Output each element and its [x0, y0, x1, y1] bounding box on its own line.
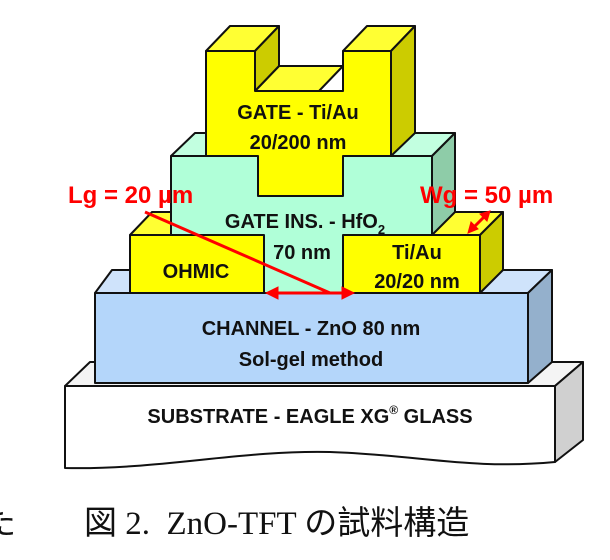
lg-label: Lg = 20 µm [68, 182, 193, 209]
gate-electrode [205, 25, 416, 197]
gate-label: GATE - Ti/Au [237, 102, 358, 124]
cut-off-text: た [0, 496, 16, 544]
figure-number: 図 2. [84, 506, 150, 542]
substrate-label: SUBSTRATE - EAGLE XG® GLASS [147, 403, 472, 428]
caption-text: ZnO-TFT の試料構造 [166, 506, 470, 542]
ohmic-right-label: Ti/Au [392, 242, 442, 264]
wg-dimension-arrow [467, 210, 491, 234]
gate-insulator-thickness: 70 nm [273, 242, 331, 264]
ohmic-left-contact [129, 211, 265, 294]
channel-method: Sol-gel method [239, 349, 383, 371]
lg-leader-line [144, 210, 331, 295]
ohmic-label: OHMIC [163, 261, 230, 283]
channel-label: CHANNEL - ZnO 80 nm [202, 318, 421, 340]
lg-annotation [144, 210, 356, 300]
figure-caption: 図 2. ZnO-TFT の試料構造 [84, 496, 469, 544]
gate-thickness: 20/200 nm [250, 132, 347, 154]
wg-label: Wg = 50 µm [420, 182, 553, 209]
ohmic-right-thickness: 20/20 nm [374, 271, 460, 293]
gate-insulator-label: GATE INS. - HfO2 [225, 211, 385, 237]
